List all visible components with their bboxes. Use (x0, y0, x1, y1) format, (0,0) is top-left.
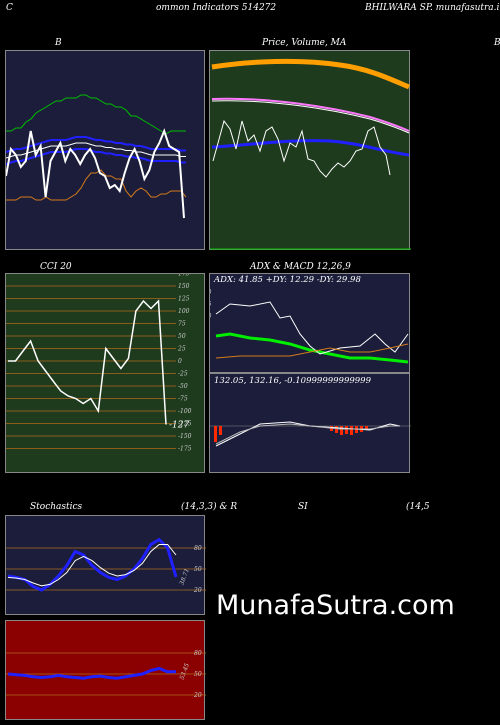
cci-line (8, 299, 167, 425)
bb-lower-band (6, 169, 187, 201)
header-left: C (6, 3, 13, 13)
stoch-panel: 80 50 20 38.71 (5, 515, 206, 615)
bb-ma-center (6, 142, 186, 159)
cci-tick-label: 125 (178, 296, 190, 303)
bb-upper-band (6, 94, 186, 135)
price-panel (209, 50, 411, 250)
signal-line (215, 423, 400, 445)
stoch-title: Stochastics (30, 502, 83, 512)
bb-title: B (55, 38, 62, 48)
cci-title: CCI 20 (40, 262, 72, 272)
cci-tick-label: -25 (178, 371, 188, 378)
price-line (212, 119, 391, 178)
ma-line-white (211, 100, 410, 134)
macd-chart (210, 421, 411, 447)
adx-tick-label: 150 (210, 289, 212, 296)
cci-tick-label: 50 (178, 333, 186, 340)
adx-line (215, 332, 409, 364)
bollinger-chart (6, 94, 187, 219)
ma-line-blue (211, 139, 410, 157)
adx-tick-label: 125 (210, 301, 212, 308)
header-center: ommon Indicators 514272 (156, 3, 277, 13)
cci-chart: 175 150 125 100 75 50 25 0 -25 -50 -75 -100 -125 -150… (6, 274, 192, 453)
watermark: MunafaSutra.com (216, 590, 455, 621)
stoch-line-d (7, 544, 177, 587)
cci-tick-label: -175 (178, 446, 192, 453)
rsi-params: (14,5 (406, 502, 430, 512)
rsi-line-rsi (7, 666, 177, 680)
bb-title-right: B (494, 38, 500, 48)
stoch-tick-label: 20 (193, 587, 202, 594)
rsi-tick-label: 80 (194, 650, 202, 657)
cci-tick-label: 0 (178, 358, 182, 365)
cci-tick-label: 175 (178, 274, 190, 278)
ma-line-pink (211, 97, 410, 132)
cci-tick-label: 75 (178, 321, 186, 328)
cci-tick-label: 100 (178, 308, 190, 315)
rsi-tick-label: 20 (193, 692, 202, 699)
cci-tick-label: -75 (178, 396, 188, 403)
adx-label: ADX: 41.85 +DY: 12.29 -DY: 29.98 (214, 275, 361, 285)
cci-panel: 175 150 125 100 75 50 25 0 -25 -50 -75 -100 -125 -150… (5, 273, 205, 473)
cci-tick-label: -100 (178, 408, 192, 415)
cci-tick-label: -50 (178, 383, 188, 390)
plus-di-line (215, 301, 409, 355)
rsi-tick-label: 50 (194, 671, 202, 678)
macd-panel: 132.05, 132.16, -0.10999999999999 (209, 373, 411, 473)
minus-di-line (215, 343, 409, 359)
macd-label: 132.05, 132.16, -0.10999999999999 (214, 376, 371, 386)
cci-tick-label: 150 (178, 283, 190, 290)
stoch-line-k (7, 537, 178, 592)
price-chart (210, 58, 411, 250)
ma-band-orange (211, 58, 410, 90)
stoch-params: (14,3,3) & R (181, 502, 238, 512)
stoch-value-label: 38.71 (178, 568, 190, 587)
adx-tick-label: 100 (210, 313, 212, 320)
rsi-chart: 80 50 20 53.45 (6, 650, 206, 699)
cci-tick-label: -150 (178, 433, 192, 440)
cci-tick-label: 25 (177, 346, 186, 353)
bollinger-panel (5, 50, 205, 250)
rsi-value-label: 53.45 (178, 662, 191, 681)
stoch-tick-label: 50 (194, 566, 202, 573)
adx-title: ADX & MACD 12,26,9 (250, 262, 351, 272)
cci-value-label: -127 (169, 421, 189, 431)
header-right: BHILWARA SP. munafasutra.in (365, 3, 500, 13)
rsi-title: SI (298, 502, 308, 512)
bb-price-line (6, 128, 185, 219)
rsi-panel: 80 50 20 53.45 (5, 620, 206, 720)
stoch-tick-label: 80 (194, 545, 202, 552)
cci-tick-label: -125 (178, 421, 192, 428)
price-title: Price, Volume, MA (262, 38, 347, 48)
